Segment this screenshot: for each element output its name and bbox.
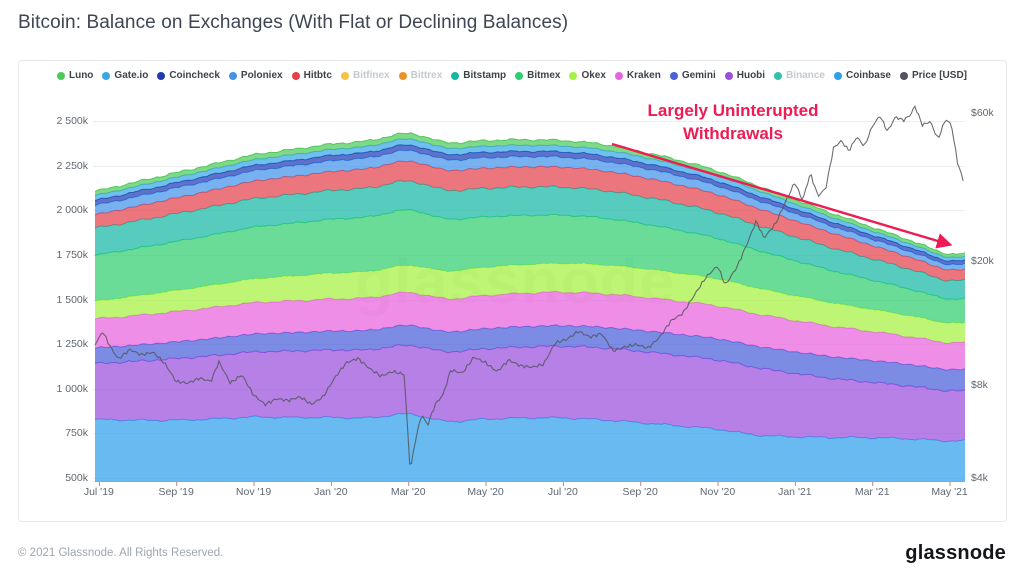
x-axis-label: Mar '21 [854, 486, 890, 498]
legend-label: Coincheck [169, 70, 220, 81]
series-edge-kraken [95, 290, 965, 344]
series-area-bitmex[interactable] [95, 209, 965, 324]
legend-label: Bitstamp [463, 70, 507, 81]
legend-item-luno[interactable]: Luno [56, 70, 94, 81]
y-axis-label-left: 2 000k [56, 204, 88, 217]
x-axis-label: May '21 [931, 486, 968, 498]
x-axis-label: Jul '19 [83, 486, 114, 498]
series-edge-luno [95, 132, 965, 255]
legend-dot [833, 71, 842, 80]
legend-dot [56, 71, 65, 80]
legend-label: Okex [581, 70, 606, 81]
y-axis-label-left: 500k [65, 472, 88, 484]
series-area-hitbtc[interactable] [95, 160, 965, 282]
legend-label: Coinbase [845, 70, 891, 81]
y-axis-label-right: $4k [971, 472, 988, 484]
chart-legend: Luno Gate.io Coincheck Poloniex Hitbtc Bitfin… [20, 70, 1004, 81]
legend-dot [515, 71, 524, 80]
legend-dot [102, 71, 111, 80]
legend-dot [614, 71, 623, 80]
legend-dot [157, 71, 166, 80]
chart-annotation: Largely Uninterupted Withdrawals [598, 99, 868, 145]
y-axis-label-left: 1 500k [56, 293, 88, 306]
legend-dot [724, 71, 733, 80]
legend-item-priceusd[interactable]: Price [USD] [899, 70, 967, 81]
legend-label: Bitfinex [352, 70, 390, 81]
annotation-line-2: Withdrawals [683, 124, 783, 143]
legend-label: Gate.io [114, 70, 149, 81]
legend-label: Hitbtc [303, 70, 332, 81]
copyright-text: © 2021 Glassnode. All Rights Reserved. [18, 547, 224, 559]
annotation-arrow [611, 142, 953, 249]
y-axis-label-left: 1 750k [56, 248, 88, 261]
annotation-line-1: Largely Uninterupted [647, 101, 819, 120]
legend-item-gateio[interactable]: Gate.io [102, 70, 148, 81]
y-axis-label-left: 1 000k [56, 382, 88, 395]
legend-item-hitbtc[interactable]: Hitbtc [291, 70, 332, 81]
series-area-gemini[interactable] [95, 324, 965, 392]
legend-item-bitfinex[interactable]: Bitfinex [340, 70, 390, 81]
x-axis-label: Sep '20 [622, 486, 658, 498]
x-axis-label: Jan '21 [778, 486, 812, 498]
legend-label: Kraken [626, 70, 661, 81]
y-axis-label-left: 750k [65, 427, 88, 440]
legend-label: Price [USD] [911, 70, 967, 81]
x-axis-label: Jan '20 [314, 486, 348, 498]
legend-item-huobi[interactable]: Huobi [724, 70, 766, 81]
legend-item-coinbase[interactable]: Coinbase [833, 70, 891, 81]
legend-dot [398, 71, 407, 80]
glassnode-logo: glassnode [905, 541, 1006, 564]
series-area-kraken[interactable] [95, 291, 965, 371]
y-axis-label-right: $60k [971, 107, 994, 120]
x-axis-label: Sep '19 [158, 486, 194, 498]
legend-dot [899, 71, 908, 80]
legend-item-binance[interactable]: Binance [774, 70, 825, 81]
x-axis-label: Mar '20 [390, 486, 426, 498]
legend-label: Bittrex [410, 70, 443, 81]
x-axis-label: Nov '20 [699, 486, 736, 498]
legend-item-bittrex[interactable]: Bittrex [398, 70, 443, 81]
price-line[interactable] [95, 104, 964, 465]
legend-item-coincheck[interactable]: Coincheck [157, 70, 220, 81]
legend-label: Gemini [681, 70, 716, 81]
legend-item-okex[interactable]: Okex [569, 70, 606, 81]
series-area-huobi[interactable] [95, 344, 965, 442]
legend-item-bitmex[interactable]: Bitmex [515, 70, 560, 81]
legend-item-gemini[interactable]: Gemini [669, 70, 716, 81]
legend-dot [228, 71, 237, 80]
x-axis-label: Jul '20 [547, 486, 578, 498]
legend-label: Bitmex [527, 70, 561, 81]
y-axis-label-right: $20k [971, 255, 994, 268]
legend-dot [451, 71, 460, 80]
legend-dot [291, 71, 300, 80]
y-axis-label-right: $8k [971, 378, 988, 391]
legend-label: Luno [68, 70, 94, 81]
legend-item-poloniex[interactable]: Poloniex [228, 70, 283, 81]
legend-item-kraken[interactable]: Kraken [614, 70, 661, 81]
y-axis-label-left: 2 500k [56, 115, 88, 127]
legend-dot [569, 71, 578, 80]
series-area-coinbase[interactable] [95, 413, 965, 567]
x-axis-label: Nov '19 [235, 486, 272, 498]
series-area-bitstamp[interactable] [95, 180, 965, 300]
legend-label: Huobi [736, 70, 766, 81]
legend-dot [340, 71, 349, 80]
legend-label: Binance [786, 70, 825, 81]
footer: © 2021 Glassnode. All Rights Reserved. g… [18, 538, 1006, 568]
legend-item-bitstamp[interactable]: Bitstamp [451, 70, 506, 81]
page-title: Bitcoin: Balance on Exchanges (With Flat… [18, 12, 569, 33]
legend-dot [669, 71, 678, 80]
series-area-okex[interactable] [95, 262, 965, 344]
x-axis-label: May '20 [467, 486, 504, 498]
y-axis-label-left: 2 250k [56, 159, 88, 172]
y-axis-label-left: 1 250k [56, 338, 88, 351]
legend-label: Poloniex [240, 70, 283, 81]
legend-dot [774, 71, 783, 80]
